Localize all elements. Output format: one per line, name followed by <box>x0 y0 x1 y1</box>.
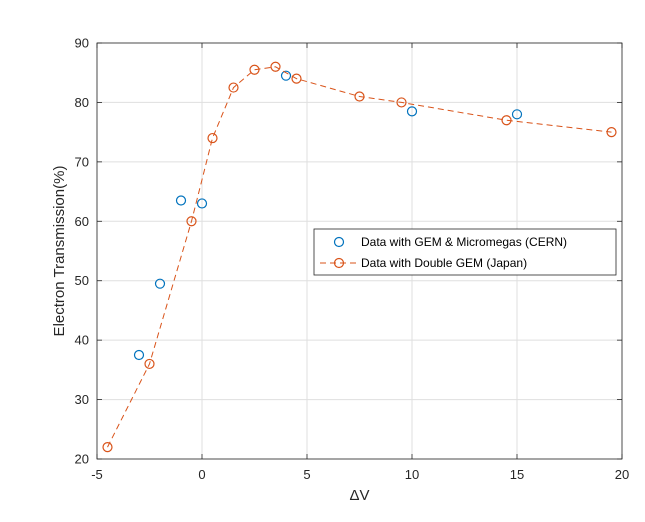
y-tick-label: 50 <box>75 273 89 288</box>
data-point <box>175 195 187 206</box>
data-point <box>280 70 292 81</box>
data-point <box>396 97 407 108</box>
axes-box <box>96 42 623 460</box>
x-tick-label: 0 <box>198 467 205 482</box>
data-point <box>291 73 302 84</box>
x-tick-label: 10 <box>405 467 419 482</box>
data-point <box>144 358 155 370</box>
data-point <box>354 91 365 102</box>
data-point <box>270 61 281 72</box>
legend-entry-cern: Data with GEM & Micromegas (CERN) <box>333 235 567 249</box>
y-tick-label: 30 <box>75 392 89 407</box>
y-tick-label: 60 <box>75 214 89 229</box>
x-axis-label: ΔV <box>349 487 369 504</box>
data-point <box>501 115 512 126</box>
x-tick-label: 20 <box>615 467 629 482</box>
tick-labels: -5 0 5 10 15 20 20 30 40 50 60 70 80 90 <box>75 36 630 483</box>
x-tick-label: 15 <box>510 467 524 482</box>
series-1 <box>102 61 617 453</box>
data-point <box>606 127 617 138</box>
x-tick-label: -5 <box>91 467 103 482</box>
legend-marker-japan <box>333 257 345 269</box>
data-point <box>406 106 418 117</box>
data-point <box>196 198 208 209</box>
data-point <box>186 216 197 227</box>
series <box>102 61 617 453</box>
data-point <box>228 82 239 93</box>
data-point <box>102 442 113 453</box>
y-tick-label: 90 <box>75 36 89 51</box>
x-tick-label: 5 <box>303 467 310 482</box>
y-axis-label: Electron Transmission(%) <box>51 166 68 337</box>
legend-box <box>313 228 617 276</box>
legend-label-cern: Data with GEM & Micromegas (CERN) <box>361 235 567 249</box>
data-point <box>154 278 166 289</box>
series-line <box>107 66 612 448</box>
y-tick-label: 70 <box>75 154 89 169</box>
data-point <box>249 64 260 75</box>
axes <box>96 42 623 460</box>
y-tick-label: 40 <box>75 333 89 348</box>
data-point <box>511 109 523 120</box>
series-0 <box>133 70 523 361</box>
y-tick-label: 20 <box>75 452 89 467</box>
data-point <box>207 132 218 144</box>
legend-entry-japan: Data with Double GEM (Japan) <box>320 256 527 270</box>
legend-label-japan: Data with Double GEM (Japan) <box>361 256 527 270</box>
data-point <box>133 349 145 361</box>
y-tick-label: 80 <box>75 95 89 110</box>
legend: Data with GEM & Micromegas (CERN) Data w… <box>313 228 617 276</box>
legend-marker-cern <box>333 236 345 248</box>
